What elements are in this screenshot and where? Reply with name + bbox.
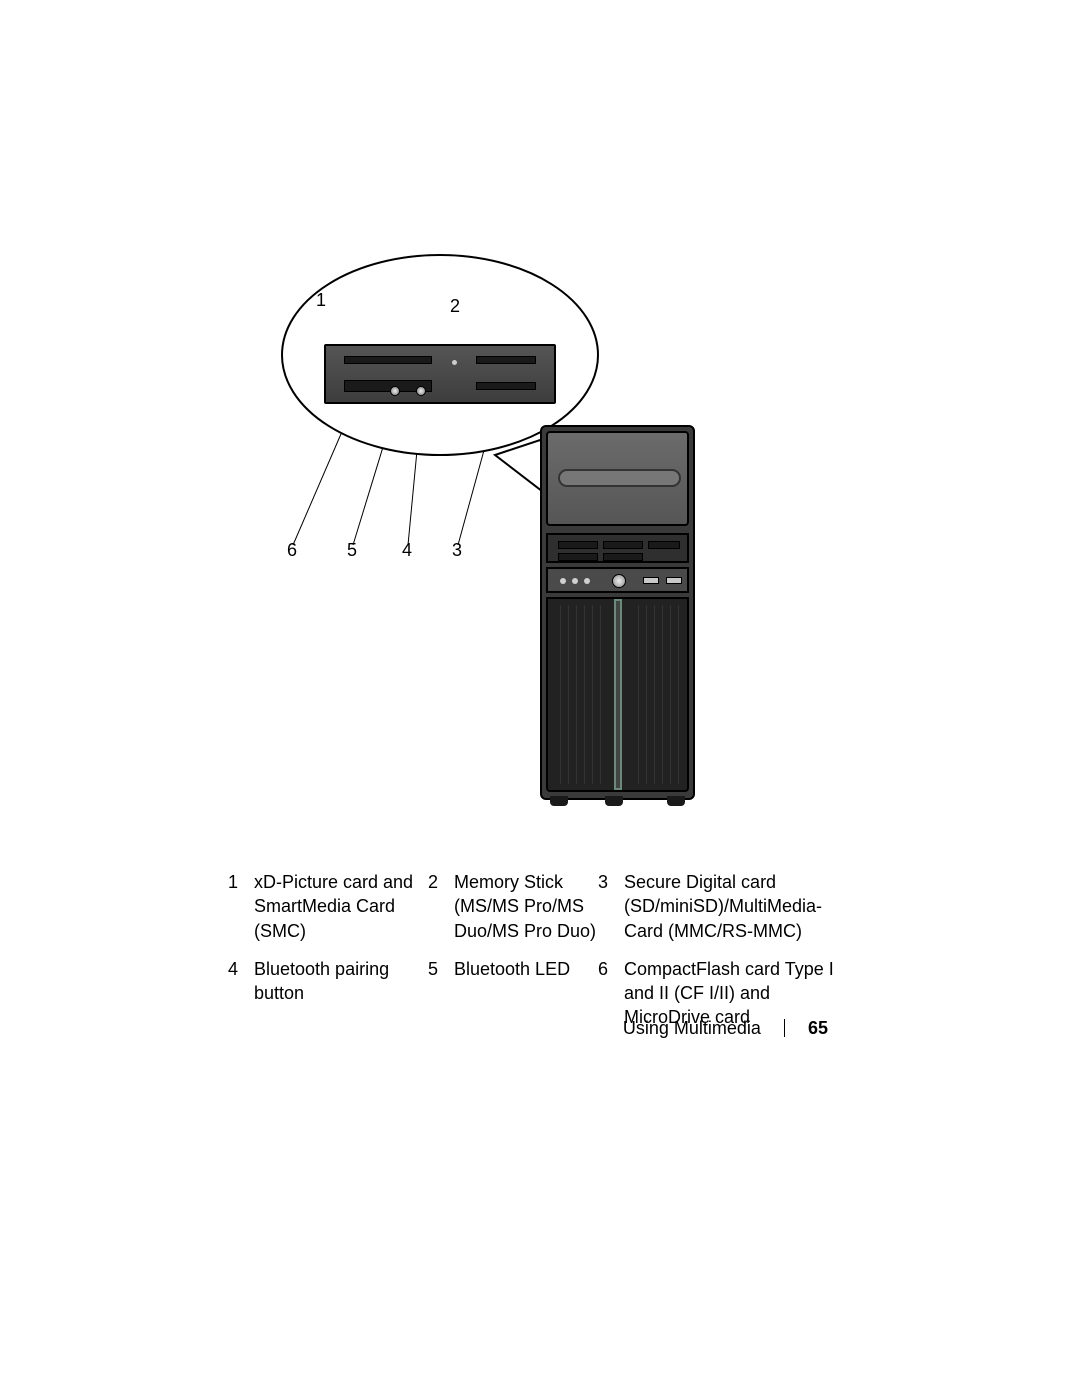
slot-xd-smc — [344, 356, 432, 364]
manual-page: 1 2 6 5 4 3 1 xD-Picture card and SmartM… — [0, 0, 1080, 1397]
legend-cell: 1 xD-Picture card and SmartMedia Card (S… — [228, 870, 428, 943]
optical-drive-icon — [558, 469, 681, 487]
callout-label-2: 2 — [450, 296, 460, 317]
audio-jack-icon — [560, 578, 566, 584]
usb-port-icon — [666, 577, 682, 584]
callout-label-3: 3 — [452, 540, 462, 561]
footer-separator — [784, 1019, 785, 1037]
tower-foot — [550, 796, 568, 806]
tower-slot — [558, 541, 598, 549]
tower-front-grill — [546, 597, 689, 792]
legend-text: Secure Digital card (SD/miniSD)/MultiMed… — [624, 870, 838, 943]
tower-slot — [603, 541, 643, 549]
slot-sd — [476, 382, 536, 390]
power-button-icon — [612, 574, 626, 588]
tower-slot — [603, 553, 643, 561]
callout-label-4: 4 — [402, 540, 412, 561]
card-reader-closeup — [324, 344, 556, 404]
legend-text: xD-Picture card and SmartMedia Card (SMC… — [254, 870, 428, 943]
tower-card-reader-bay — [546, 533, 689, 563]
tower-slot — [558, 553, 598, 561]
legend-row: 1 xD-Picture card and SmartMedia Card (S… — [228, 870, 838, 943]
tower-foot — [605, 796, 623, 806]
legend-cell: 2 Memory Stick (MS/MS Pro/MS Duo/MS Pro … — [428, 870, 598, 943]
reader-led-icon — [452, 360, 457, 365]
legend-num: 2 — [428, 870, 454, 943]
footer-section: Using Multimedia — [623, 1018, 761, 1038]
callout-label-5: 5 — [347, 540, 357, 561]
tower-feet — [550, 796, 685, 806]
bluetooth-pairing-button-icon — [390, 386, 400, 396]
tower-foot — [667, 796, 685, 806]
callout-label-6: 6 — [287, 540, 297, 561]
desktop-tower — [540, 425, 695, 800]
slot-ms — [476, 356, 536, 364]
tower-front-io — [546, 567, 689, 593]
footer-page-number: 65 — [808, 1018, 828, 1038]
bluetooth-led-icon — [416, 386, 426, 396]
tower-slot — [648, 541, 680, 549]
legend-num: 1 — [228, 870, 254, 943]
callout-label-1: 1 — [316, 290, 326, 311]
audio-jack-icon — [572, 578, 578, 584]
legend-num: 3 — [598, 870, 624, 943]
tower-center-ridge — [614, 599, 622, 790]
tower-top-bay — [546, 431, 689, 526]
page-footer: Using Multimedia 65 — [0, 1018, 1080, 1039]
legend-cell: 3 Secure Digital card (SD/miniSD)/MultiM… — [598, 870, 838, 943]
legend-text: Memory Stick (MS/MS Pro/MS Duo/MS Pro Du… — [454, 870, 598, 943]
audio-jack-icon — [584, 578, 590, 584]
usb-port-icon — [643, 577, 659, 584]
